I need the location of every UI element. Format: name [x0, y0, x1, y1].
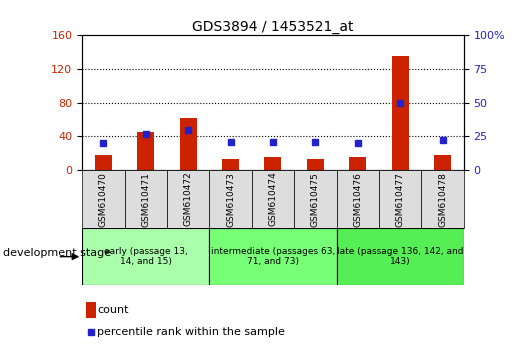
Bar — [82, 170, 125, 228]
Bar — [137, 132, 154, 170]
Text: percentile rank within the sample: percentile rank within the sample — [98, 327, 285, 337]
Text: early (passage 13,
14, and 15): early (passage 13, 14, and 15) — [104, 247, 188, 266]
Text: GSM610476: GSM610476 — [354, 172, 362, 227]
Bar — [392, 56, 409, 170]
Bar — [349, 157, 366, 170]
Text: GSM610474: GSM610474 — [269, 172, 277, 227]
Title: GDS3894 / 1453521_at: GDS3894 / 1453521_at — [192, 21, 354, 34]
Bar — [264, 157, 281, 170]
Bar — [167, 170, 209, 228]
Bar — [337, 170, 379, 228]
Bar — [209, 228, 337, 285]
Bar — [337, 228, 464, 285]
Bar — [421, 170, 464, 228]
Text: GSM610477: GSM610477 — [396, 172, 404, 227]
Bar — [222, 159, 239, 170]
Text: late (passage 136, 142, and
143): late (passage 136, 142, and 143) — [337, 247, 463, 266]
Bar — [379, 170, 421, 228]
Bar — [434, 155, 451, 170]
Bar — [82, 228, 209, 285]
Bar — [209, 170, 252, 228]
Bar — [252, 170, 294, 228]
Text: GSM610478: GSM610478 — [438, 172, 447, 227]
Text: intermediate (passages 63,
71, and 73): intermediate (passages 63, 71, and 73) — [211, 247, 335, 266]
Text: count: count — [98, 305, 129, 315]
Text: GSM610475: GSM610475 — [311, 172, 320, 227]
Text: GSM610471: GSM610471 — [142, 172, 150, 227]
Bar — [86, 302, 96, 318]
Bar — [307, 159, 324, 170]
Bar — [294, 170, 337, 228]
Text: GSM610472: GSM610472 — [184, 172, 192, 227]
Bar — [95, 155, 112, 170]
Bar — [180, 118, 197, 170]
Text: development stage: development stage — [3, 248, 111, 258]
Bar — [125, 170, 167, 228]
Text: GSM610473: GSM610473 — [226, 172, 235, 227]
Text: GSM610470: GSM610470 — [99, 172, 108, 227]
